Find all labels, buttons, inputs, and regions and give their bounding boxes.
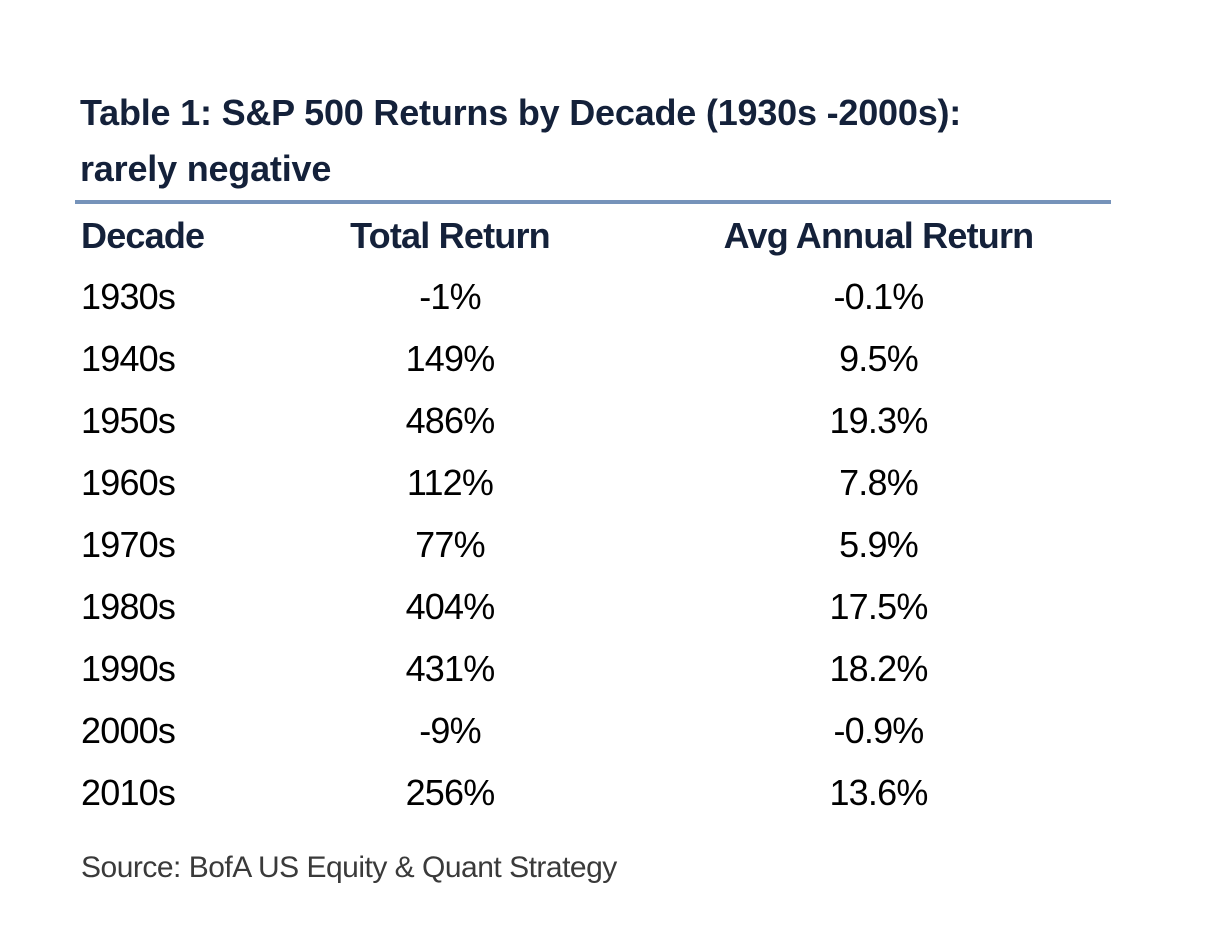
table-title-line1: Table 1: S&P 500 Returns by Decade (1930… (80, 92, 962, 133)
decade-cell: 1990s (81, 648, 176, 689)
table-row: 1960s 112% 7.8% (75, 452, 1111, 514)
table-row: 1980s 404% 17.5% (75, 576, 1111, 638)
table-row: 2000s -9% -0.9% (75, 700, 1111, 762)
total-return-cell: 256% (405, 772, 496, 813)
table-title-line2: rarely negative (80, 148, 332, 189)
returns-table: Decade Total Return Avg Annual Return 19… (75, 206, 1111, 824)
decade-cell: 2000s (81, 710, 176, 751)
total-return-cell: -9% (419, 710, 481, 751)
decade-cell: 1970s (81, 524, 176, 565)
decade-cell: 1980s (81, 586, 176, 627)
source-note: Source: BofA US Equity & Quant Strategy (81, 851, 617, 884)
table-title: Table 1: S&P 500 Returns by Decade (1930… (80, 85, 961, 197)
column-header-decade: Decade (81, 215, 205, 256)
decade-cell: 1930s (81, 276, 176, 317)
table-row: 1990s 431% 18.2% (75, 638, 1111, 700)
avg-annual-return-cell: -0.1% (833, 276, 924, 317)
table-row: 1930s -1% -0.1% (75, 266, 1111, 328)
table-row: 1970s 77% 5.9% (75, 514, 1111, 576)
total-return-cell: 404% (405, 586, 496, 627)
total-return-cell: -1% (419, 276, 481, 317)
total-return-cell: 77% (415, 524, 485, 565)
avg-annual-return-cell: 5.9% (839, 524, 919, 565)
total-return-cell: 486% (405, 400, 496, 441)
avg-annual-return-cell: 7.8% (839, 462, 919, 503)
table-row: 1940s 149% 9.5% (75, 328, 1111, 390)
table-body: 1930s -1% -0.1% 1940s 149% 9.5% 1950s 486% 19.3%… (75, 266, 1111, 824)
decade-cell: 1950s (81, 400, 176, 441)
avg-annual-return-cell: 18.2% (829, 648, 928, 689)
avg-annual-return-cell: 17.5% (829, 586, 928, 627)
table-row: 2010s 256% 13.6% (75, 762, 1111, 824)
avg-annual-return-cell: 13.6% (829, 772, 928, 813)
total-return-cell: 431% (405, 648, 496, 689)
title-divider-rule (75, 200, 1111, 204)
column-header-avg-annual-return: Avg Annual Return (723, 215, 1035, 256)
table-row: 1950s 486% 19.3% (75, 390, 1111, 452)
table-header-row: Decade Total Return Avg Annual Return (75, 206, 1111, 266)
decade-cell: 1940s (81, 338, 176, 379)
avg-annual-return-cell: 19.3% (829, 400, 928, 441)
avg-annual-return-cell: -0.9% (833, 710, 924, 751)
column-header-total-return: Total Return (350, 215, 551, 256)
total-return-cell: 112% (406, 462, 494, 503)
decade-cell: 2010s (81, 772, 176, 813)
total-return-cell: 149% (405, 338, 496, 379)
avg-annual-return-cell: 9.5% (839, 338, 919, 379)
decade-cell: 1960s (81, 462, 176, 503)
